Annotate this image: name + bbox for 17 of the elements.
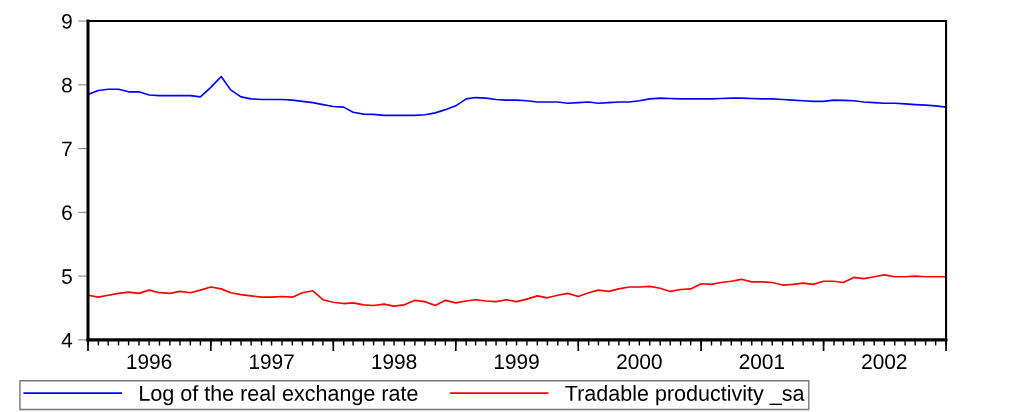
x-tick-label: 2001: [739, 354, 784, 370]
y-tick-label: 7: [62, 141, 72, 157]
y-tick-label: 5: [61, 269, 72, 284]
x-tick-label: 1998: [372, 354, 417, 370]
y-tick-label: 9: [62, 14, 72, 29]
x-tick-label: 1996: [127, 354, 172, 370]
line-series: [88, 75, 947, 117]
x-tick-label: 1999: [494, 354, 539, 370]
line-series: [88, 274, 947, 307]
x-tick-label: 1997: [249, 354, 294, 370]
x-tick-label: 2000: [617, 354, 662, 370]
y-tick-label: 4: [61, 333, 73, 348]
legend-label: Tradable productivity _sa: [565, 385, 805, 406]
y-tick-label: 6: [62, 205, 72, 221]
x-tick-label: 2002: [862, 354, 907, 370]
legend-label: Log of the real exchange rate: [140, 385, 418, 406]
y-tick-label: 8: [62, 77, 72, 93]
